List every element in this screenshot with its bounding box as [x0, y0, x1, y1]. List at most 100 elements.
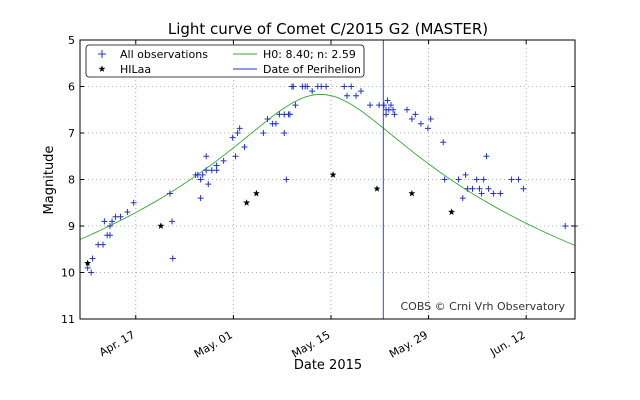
observation-point	[232, 153, 239, 160]
observation-point	[408, 116, 415, 123]
legend-label: All observations	[120, 48, 208, 61]
observation-point	[520, 185, 527, 192]
hilaa-point	[157, 222, 165, 229]
observation-point	[412, 111, 419, 118]
observation-point	[391, 111, 398, 118]
observation-point	[197, 176, 204, 183]
observation-point	[100, 241, 107, 248]
observation-point	[286, 111, 293, 118]
model-curve-layer	[79, 93, 576, 246]
observation-point	[441, 176, 448, 183]
observation-point	[264, 116, 271, 123]
legend-label: H0: 8.40; n: 2.59	[263, 48, 356, 61]
observation-point	[387, 102, 394, 109]
y-tick-label: 7	[68, 127, 75, 140]
y-tick-label: 9	[68, 220, 75, 233]
observation-point	[427, 116, 434, 123]
y-tick-label: 8	[68, 174, 75, 187]
observation-point	[220, 157, 227, 164]
observation-point	[380, 102, 387, 109]
legend-box	[85, 44, 365, 78]
hilaa-point	[408, 189, 416, 197]
credit-text: COBS © Crni Vrh Observatory	[400, 300, 565, 313]
observation-point	[197, 195, 204, 202]
observation-point	[101, 218, 108, 225]
observation-point	[309, 88, 316, 95]
observation-point	[384, 97, 391, 104]
observation-point	[205, 181, 212, 188]
grid	[80, 40, 575, 319]
observation-point	[508, 176, 515, 183]
observation-point	[304, 83, 311, 90]
y-axis-label: Magnitude	[42, 146, 57, 215]
observation-point	[203, 153, 210, 160]
observation-point	[390, 106, 397, 113]
observation-point	[199, 171, 206, 178]
y-tick-label: 5	[68, 34, 75, 47]
observation-point	[440, 139, 447, 146]
observation-point	[515, 176, 522, 183]
observation-point	[480, 176, 487, 183]
observation-point	[229, 134, 236, 141]
observation-point	[260, 130, 267, 136]
observation-point	[272, 120, 279, 127]
hilaa-point	[329, 171, 337, 178]
observation-point	[344, 92, 351, 99]
observation-point	[383, 111, 390, 118]
legend-marker-star	[98, 65, 106, 72]
y-tick-label: 11	[61, 313, 75, 326]
observation-point	[497, 190, 504, 197]
observation-point	[562, 223, 569, 229]
hilaa-point	[243, 199, 251, 206]
y-tick-label: 10	[61, 267, 75, 280]
hilaa-point	[253, 189, 260, 197]
observation-point	[89, 255, 96, 262]
x-axis-label: Date 2015	[294, 358, 362, 373]
observation-point	[166, 190, 173, 197]
observation-point	[203, 167, 210, 174]
y-tick-label: 6	[68, 81, 75, 94]
observation-point	[106, 223, 113, 229]
observation-point	[348, 83, 355, 90]
observation-point	[478, 190, 485, 197]
observation-point	[106, 232, 113, 239]
legend-label: HILaa	[120, 63, 151, 76]
observation-point	[169, 218, 176, 225]
observation-point	[236, 125, 243, 132]
model-curve	[79, 93, 576, 246]
observation-point	[290, 83, 297, 90]
observation-point	[124, 209, 131, 216]
observation-point	[473, 176, 480, 183]
observation-point	[292, 102, 299, 109]
hilaa-point	[448, 208, 455, 215]
observation-point	[357, 88, 364, 95]
chart-title: Light curve of Comet C/2015 G2 (MASTER)	[168, 20, 488, 38]
observation-point	[84, 264, 91, 271]
observation-point	[403, 106, 410, 113]
observation-point	[117, 213, 124, 220]
legend-marker-plus	[98, 50, 106, 58]
observation-point	[424, 125, 431, 132]
observation-point	[455, 176, 462, 183]
observation-point	[213, 162, 220, 169]
observation-point	[469, 185, 476, 192]
hilaa-point	[84, 259, 92, 267]
observation-point	[234, 130, 241, 136]
observation-point	[485, 185, 492, 192]
observation-point	[462, 171, 469, 178]
observation-point	[109, 218, 116, 225]
legend-label: Date of Perihelion	[263, 63, 361, 76]
observation-point	[130, 199, 137, 206]
legend: All observations H0: 8.40; n: 2.59 HILaa Da…	[85, 44, 365, 78]
observation-point	[476, 185, 483, 192]
observation-point	[490, 190, 497, 197]
observation-point	[169, 255, 176, 262]
observation-point	[459, 195, 466, 202]
observation-point	[367, 102, 374, 109]
observation-point	[281, 130, 288, 136]
hilaa-point	[373, 185, 381, 192]
observation-point	[341, 83, 348, 90]
observation-point	[323, 83, 330, 90]
observation-point	[283, 176, 290, 183]
